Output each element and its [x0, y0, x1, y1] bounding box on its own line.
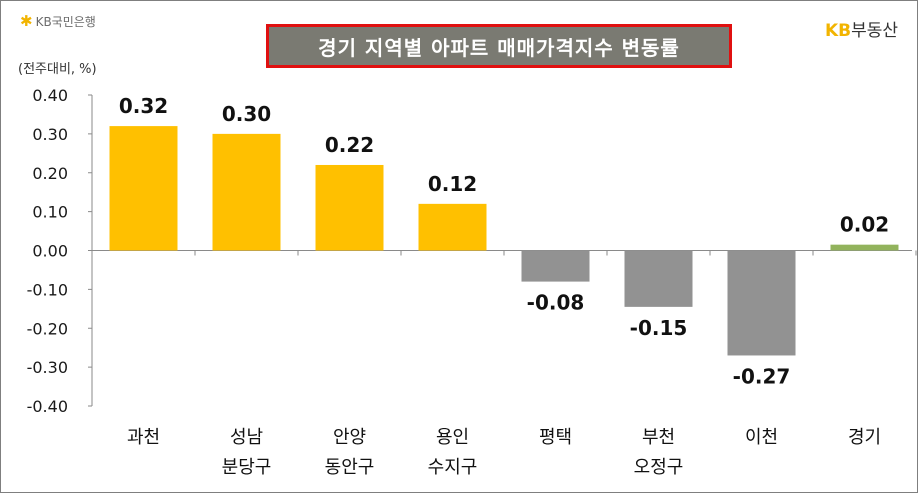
kb-realestate-logo-name: 부동산: [851, 21, 898, 41]
x-category-label: 과천: [127, 427, 160, 448]
x-category-label: 안양: [333, 427, 366, 448]
bar: [418, 203, 487, 251]
x-category-label: 용인: [436, 427, 469, 448]
bar: [212, 133, 281, 251]
bar: [624, 250, 693, 307]
data-label: 0.30: [222, 102, 271, 126]
data-label: 0.12: [428, 172, 477, 196]
y-unit-label: (전주대비, %): [18, 62, 97, 77]
bar: [109, 126, 178, 251]
bar: [521, 250, 590, 282]
data-label: -0.08: [527, 291, 585, 315]
x-category-label: 수지구: [428, 457, 478, 478]
bar: [315, 164, 384, 251]
y-tick-label: -0.10: [27, 280, 68, 299]
y-tick-label: 0.30: [32, 125, 68, 144]
y-tick-label: 0.20: [32, 164, 68, 183]
bar: [727, 250, 796, 356]
data-label: 0.02: [840, 213, 889, 237]
data-label: -0.27: [733, 364, 791, 388]
x-category-label: 경기: [848, 427, 881, 448]
data-label: -0.15: [630, 316, 688, 340]
x-category-label: 이천: [745, 427, 778, 448]
chart-title-box: 경기 지역별 아파트 매매가격지수 변동률: [266, 24, 732, 68]
y-tick-label: 0.10: [32, 203, 68, 222]
chart-title: 경기 지역별 아파트 매매가격지수 변동률: [318, 35, 680, 60]
y-tick-label: -0.30: [27, 358, 68, 377]
data-label: 0.22: [325, 133, 374, 157]
x-category-label: 동안구: [325, 457, 375, 478]
x-category-label: 분당구: [222, 457, 272, 478]
x-category-label: 오정구: [634, 457, 684, 478]
y-tick-label: 0.00: [32, 242, 68, 261]
kb-star-icon: ✱: [20, 12, 33, 30]
kb-bank-logo: ✱ KB국민은행: [20, 13, 96, 30]
data-label: 0.32: [119, 94, 168, 118]
y-tick-label: 0.40: [32, 86, 68, 105]
kb-realestate-logo: KB부동산: [825, 16, 898, 41]
kb-bank-logo-text: KB국민은행: [35, 15, 96, 29]
x-category-label: 부천: [642, 427, 675, 448]
bar: [830, 244, 899, 251]
y-tick-label: -0.20: [27, 319, 68, 338]
x-category-label: 평택: [539, 427, 572, 448]
y-tick-label: -0.40: [27, 397, 68, 416]
kb-realestate-logo-kb: KB: [824, 21, 852, 41]
x-category-label: 성남: [230, 427, 263, 448]
